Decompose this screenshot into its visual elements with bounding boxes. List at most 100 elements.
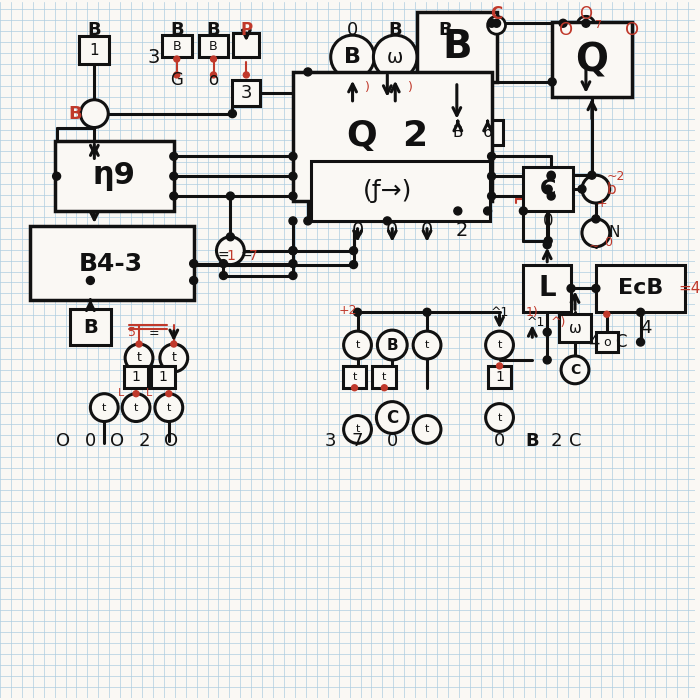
Circle shape — [228, 110, 237, 118]
Circle shape — [289, 192, 297, 200]
Circle shape — [160, 344, 188, 372]
Circle shape — [86, 276, 94, 284]
Text: O: O — [580, 6, 592, 23]
Text: B: B — [209, 40, 218, 52]
Circle shape — [544, 237, 552, 245]
Text: 1): 1) — [526, 306, 539, 318]
Text: ^1: ^1 — [527, 316, 545, 329]
Circle shape — [226, 192, 234, 200]
Circle shape — [136, 341, 142, 347]
Bar — [524, 167, 573, 211]
Text: 2: 2 — [139, 433, 150, 450]
Text: G: G — [170, 71, 183, 89]
Circle shape — [174, 72, 180, 78]
Circle shape — [543, 241, 551, 248]
Text: C: C — [615, 333, 626, 351]
Bar — [79, 36, 109, 64]
Circle shape — [577, 16, 595, 34]
Text: 6: 6 — [483, 125, 493, 140]
Text: 4: 4 — [588, 333, 600, 351]
Text: 2: 2 — [550, 433, 562, 450]
Circle shape — [561, 356, 589, 384]
Bar — [372, 366, 396, 388]
Text: t: t — [356, 340, 360, 350]
Circle shape — [488, 172, 496, 180]
Circle shape — [349, 246, 358, 255]
Bar — [311, 161, 489, 221]
Text: B: B — [69, 104, 83, 122]
Text: 0: 0 — [347, 21, 358, 39]
Circle shape — [289, 272, 297, 279]
Circle shape — [486, 404, 513, 431]
Text: B: B — [389, 21, 402, 39]
Bar — [69, 309, 111, 345]
Bar — [552, 22, 631, 97]
Bar — [30, 226, 194, 300]
Circle shape — [382, 385, 387, 391]
Text: 4: 4 — [640, 319, 651, 337]
Bar — [199, 35, 228, 57]
Circle shape — [484, 207, 491, 215]
Circle shape — [90, 393, 118, 421]
Text: t: t — [382, 372, 386, 382]
Circle shape — [488, 20, 496, 27]
Text: 0: 0 — [85, 433, 96, 450]
Text: 2: 2 — [456, 221, 468, 240]
Circle shape — [226, 233, 234, 241]
Circle shape — [122, 393, 150, 421]
Circle shape — [304, 68, 312, 76]
Text: 0: 0 — [351, 221, 363, 240]
Circle shape — [486, 331, 513, 359]
Circle shape — [190, 260, 197, 267]
Text: 1: 1 — [158, 370, 167, 384]
Text: ω: ω — [568, 321, 582, 336]
Circle shape — [125, 344, 153, 372]
Text: L: L — [538, 274, 556, 302]
Circle shape — [559, 20, 567, 27]
Circle shape — [174, 56, 180, 62]
Circle shape — [588, 172, 596, 179]
Circle shape — [547, 172, 555, 179]
Text: 1: 1 — [132, 370, 141, 384]
Text: t: t — [167, 402, 171, 412]
Circle shape — [211, 56, 216, 62]
Circle shape — [384, 217, 391, 225]
Text: t: t — [136, 351, 141, 365]
Text: =: = — [148, 327, 159, 340]
Circle shape — [578, 185, 586, 193]
Text: O: O — [55, 433, 69, 450]
Circle shape — [519, 207, 527, 215]
Circle shape — [592, 284, 600, 293]
Circle shape — [488, 16, 505, 34]
Text: Q  2: Q 2 — [346, 120, 428, 153]
Bar — [342, 366, 367, 388]
Text: 1: 1 — [495, 370, 504, 384]
Circle shape — [170, 172, 178, 180]
Circle shape — [567, 284, 575, 293]
Text: η9: η9 — [92, 162, 136, 190]
Text: t: t — [425, 424, 429, 435]
Text: C: C — [491, 6, 503, 23]
Circle shape — [220, 260, 228, 267]
Text: 0: 0 — [421, 221, 433, 240]
Text: (ƒ→): (ƒ→) — [363, 179, 412, 203]
Text: +2: +2 — [338, 304, 357, 317]
Circle shape — [170, 192, 178, 200]
Circle shape — [496, 363, 503, 369]
Text: O: O — [624, 21, 638, 39]
Circle shape — [548, 78, 556, 86]
Circle shape — [349, 260, 358, 269]
Text: 3: 3 — [325, 433, 337, 450]
Circle shape — [454, 207, 462, 215]
Text: ω: ω — [387, 48, 403, 66]
Circle shape — [582, 20, 590, 27]
Text: B: B — [170, 21, 183, 39]
Text: b: b — [607, 181, 617, 197]
Text: B: B — [438, 21, 452, 39]
Text: B4-3: B4-3 — [79, 251, 144, 276]
Circle shape — [289, 246, 297, 255]
Circle shape — [636, 338, 645, 346]
Circle shape — [171, 341, 177, 347]
Text: 7: 7 — [594, 20, 601, 30]
Bar — [473, 120, 503, 146]
